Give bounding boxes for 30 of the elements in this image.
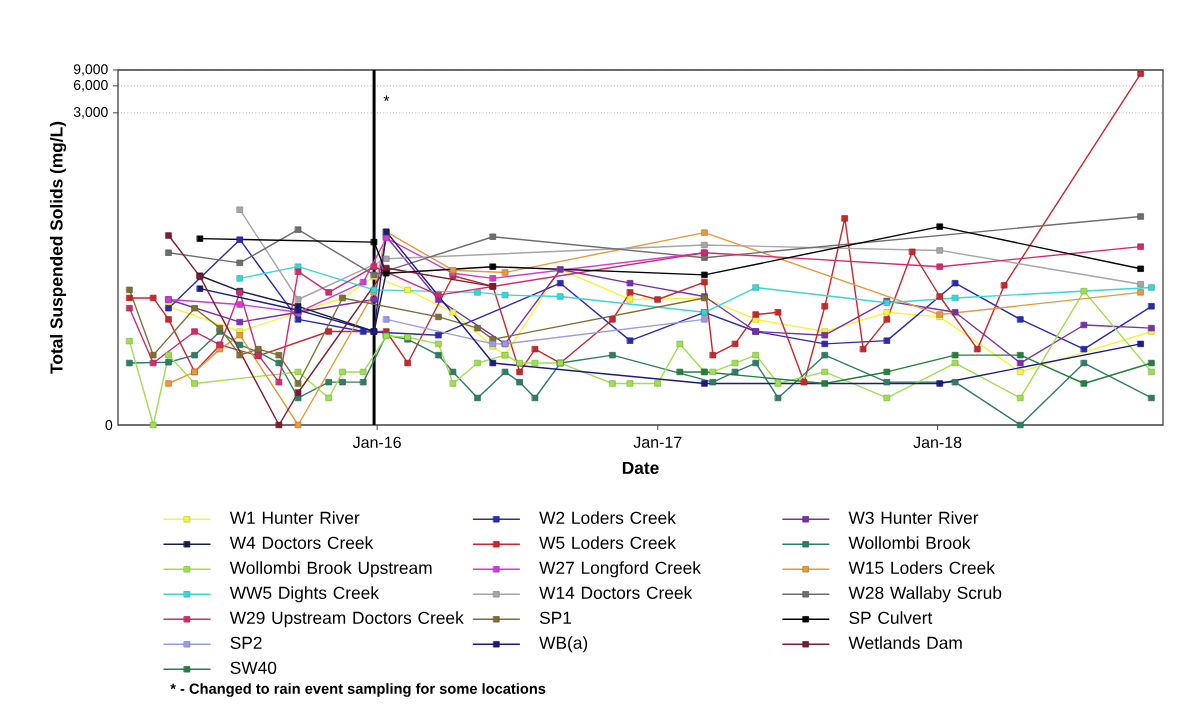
legend-label: W3 Hunter River xyxy=(848,511,979,524)
x-tick-label: Jan-16 xyxy=(352,436,401,449)
text: 0 xyxy=(105,420,113,430)
legend-label: WB(a) xyxy=(539,636,588,653)
legend-label: W29 Upstream Doctors Creek xyxy=(229,611,464,628)
legend-label: W15 Loders Creek xyxy=(848,561,995,574)
legend-label: W28 Wallaby Scrub xyxy=(848,586,1002,603)
legend-label: SP1 xyxy=(539,611,572,624)
legend-label: WW5 Dights Creek xyxy=(229,586,380,603)
x-tick-label: Jan-17 xyxy=(633,436,682,448)
legend-label: Wollombi Brook Upstream xyxy=(229,561,432,578)
legend-label: SW40 xyxy=(230,661,277,674)
x-tick-label: Jan-18 xyxy=(913,436,962,449)
legend-label: Wetlands Dam xyxy=(848,636,962,649)
y-tick-label: 9,000 xyxy=(73,64,108,76)
y-tick-label: 3,000 xyxy=(73,107,108,119)
legend-label: W27 Longford Creek xyxy=(539,561,701,578)
y-tick-label: 6,000 xyxy=(73,80,108,92)
legend-label: W1 Hunter River xyxy=(229,511,360,524)
legend-label: W4 Doctors Creek xyxy=(229,536,374,549)
legend-label: W5 Loders Creek xyxy=(539,536,676,549)
legend-label: SP Culvert xyxy=(849,611,933,624)
text: * - Changed to rain event sampling for some locations xyxy=(170,683,546,697)
legend-label: SP2 xyxy=(230,636,262,649)
y-axis-title: Total Suspended Solids (mg/L) xyxy=(49,121,67,374)
ref-line-label: * xyxy=(383,95,390,102)
legend-label: W2 Loders Creek xyxy=(539,511,676,524)
x-axis-title: Date xyxy=(622,461,659,475)
legend-label: Wollombi Brook xyxy=(848,536,971,549)
legend-label: W14 Doctors Creek xyxy=(539,586,693,599)
